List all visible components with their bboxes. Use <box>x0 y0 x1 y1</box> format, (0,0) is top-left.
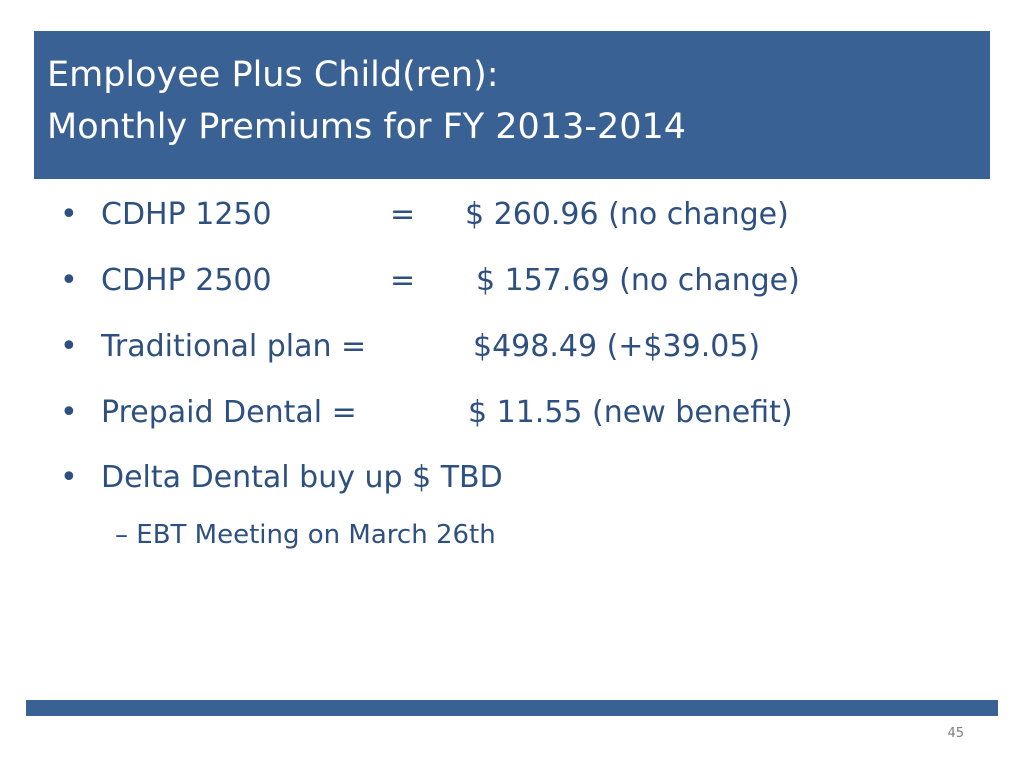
bullet-value: $498.49 (+$39.05) <box>473 329 761 364</box>
bullet-dot: • <box>60 263 78 298</box>
bullet-dot: • <box>60 395 78 430</box>
slide-title-box: Employee Plus Child(ren): Monthly Premiu… <box>34 31 990 179</box>
bullet-value: $ 260.96 (no change) <box>465 197 789 232</box>
bullet-dot: • <box>60 329 78 364</box>
bullet-dot: • <box>60 197 78 232</box>
bullet-value: $ 11.55 (new benefit) <box>468 395 793 430</box>
slide-title-line-1: Employee Plus Child(ren): <box>47 55 499 95</box>
bullet-equals: = <box>390 197 416 232</box>
bullet-label: Traditional plan = <box>101 329 367 364</box>
bullet-label: CDHP 1250 <box>101 197 272 232</box>
sub-bullet-ebt-meeting: – EBT Meeting on March 26th <box>115 520 496 550</box>
bullet-label: CDHP 2500 <box>101 263 272 298</box>
page-number: 45 <box>947 726 964 741</box>
bullet-label: Delta Dental buy up $ TBD <box>101 460 503 495</box>
bullet-label: Prepaid Dental = <box>101 395 357 430</box>
footer-bar <box>26 700 998 716</box>
bullet-equals: = <box>390 263 416 298</box>
bullet-value: $ 157.69 (no change) <box>476 263 800 298</box>
bullet-dot: • <box>60 460 78 495</box>
slide-title-line-2: Monthly Premiums for FY 2013-2014 <box>47 107 687 147</box>
